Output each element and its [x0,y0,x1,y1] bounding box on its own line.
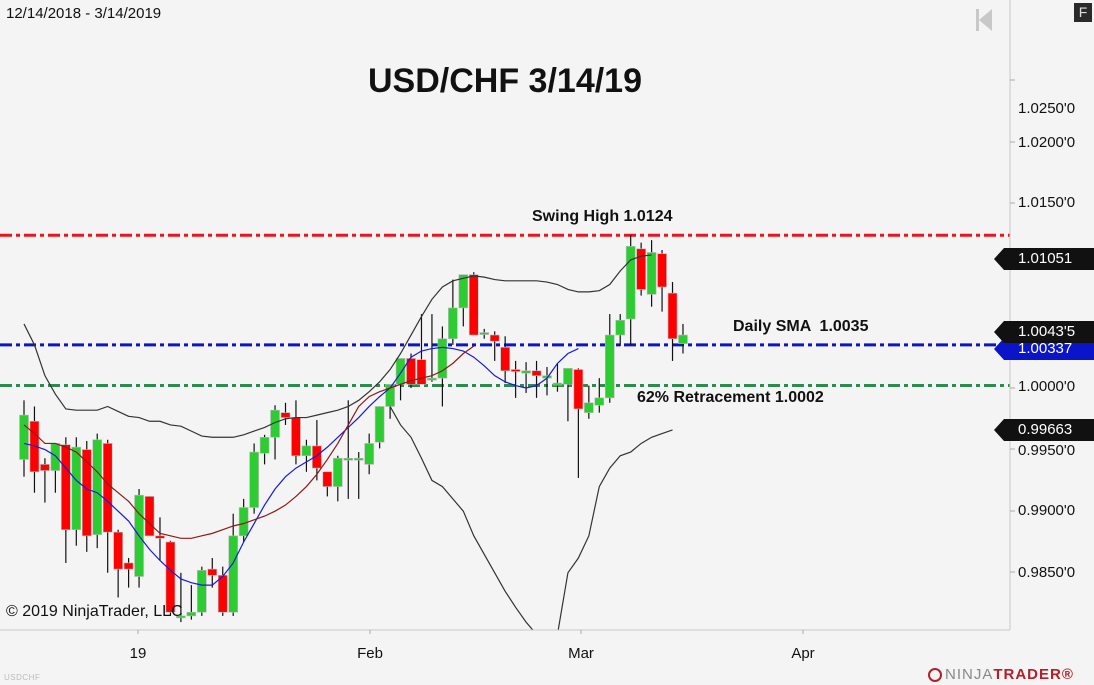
candle-body [228,535,238,613]
candle-body [584,402,594,413]
candle-body [291,417,301,457]
candle-body [40,464,50,471]
retracement-annotation: 62% Retracement 1.0002 [637,389,824,406]
candle-body [71,446,82,530]
price-marker-upper-band: 1.01051 [994,248,1094,270]
candle-body [343,457,354,461]
x-tick-label: Feb [357,645,383,662]
candle-body [646,252,657,295]
price-marker-sma: 1.00337 [994,338,1094,360]
candle-body [322,471,333,487]
price-marker-lower-band: 0.99663 [994,419,1094,441]
chart-title: USD/CHF 3/14/19 [368,62,642,100]
x-tick-label: 19 [129,645,147,662]
y-tick-label: 1.0250'0 [1018,100,1076,117]
candle-body [155,535,165,539]
candle-body [92,439,103,535]
daily-sma-annotation: Daily SMA 1.0035 [733,318,869,335]
candle-body [312,445,322,469]
candle-body [81,449,92,537]
candle-body [123,562,134,570]
scroll-to-start-icon[interactable] [976,9,992,31]
date-range-label: 12/14/2018 - 3/14/2019 [6,5,162,22]
ema-line [23,345,475,539]
candle-body [238,507,249,537]
candle-body [615,319,626,336]
candle-body [625,246,636,320]
candle-body [186,611,197,617]
candle-body [259,436,270,454]
plot-area [0,233,1010,630]
x-tick-label: Apr [791,645,815,662]
candle-body [573,369,584,410]
candle-body [249,451,259,508]
candle-body [176,615,186,619]
candle-body [395,358,406,385]
candle-body [270,409,280,438]
candle-body [657,253,667,288]
candle-body [207,568,218,576]
candle-body [521,370,531,374]
candle-body [406,358,416,385]
candle-body [61,444,71,530]
candle-body [468,274,479,336]
candle-body [552,382,563,386]
candle-body [165,541,176,613]
candle-body [437,338,448,379]
x-tick-label: Mar [568,645,594,662]
candle-body [301,445,312,457]
candle-body [531,370,542,376]
candle-body [353,457,364,461]
candle-body [280,412,291,418]
symbol-label: USDCHF [4,673,41,682]
candle-body [636,248,646,290]
candle-body [427,377,437,381]
candle-body [144,496,155,537]
candle-body [510,369,521,372]
price-marker-last: 1.0043'5 [994,321,1094,343]
y-tick-label: 1.0150'0 [1018,194,1076,211]
candle-body [479,332,490,335]
y-tick-label: 0.9900'0 [1018,502,1076,519]
y-tick-label: 1.0200'0 [1018,134,1076,151]
candle-body [332,457,343,487]
y-tick-label: 1.0000'0 [1018,378,1076,395]
candle-body [19,414,29,460]
candle-body [113,531,123,570]
candle-body [604,334,615,399]
sma-line [23,346,579,586]
candle-body [594,397,605,406]
candle-body [416,359,427,385]
candle-body [217,574,228,613]
y-tick-label: 0.9850'0 [1018,564,1076,581]
candle-body [102,443,113,533]
f-button[interactable]: F [1074,3,1092,22]
candle-body [667,292,678,340]
candle-body [448,307,458,340]
ninjatrader-logo: NINJATRADER® [928,666,1074,683]
copyright-text: © 2019 NinjaTrader, LLC [6,603,183,620]
ninja-logo-icon [928,668,942,682]
candle-body [678,334,688,344]
candle-body [197,570,207,613]
candle-body [385,384,395,407]
y-tick-label: 0.9950'0 [1018,442,1076,459]
candle-body [500,347,510,372]
candle-body [489,334,500,342]
candle-body [50,443,61,471]
candle-body [364,443,374,465]
candle-body [458,274,469,309]
candle-body [563,367,573,385]
candle-body [374,406,385,443]
lower-bollinger-band [389,406,673,630]
upper-bollinger-band [23,254,652,438]
swing-high-annotation: Swing High 1.0124 [532,208,673,225]
